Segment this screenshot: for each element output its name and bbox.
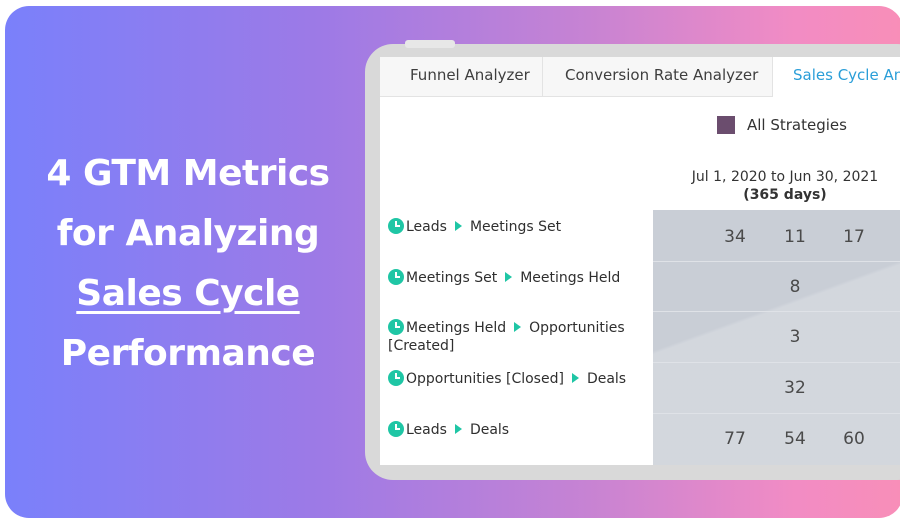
metric-value: 34 xyxy=(724,227,746,247)
arrow-right-icon xyxy=(505,272,513,282)
metric-value: 11 xyxy=(784,227,806,247)
panel-shade xyxy=(653,210,900,465)
metric-to: Opportunities xyxy=(529,320,625,336)
legend: All Strategies xyxy=(717,116,847,134)
headline-line-3: Sales Cycle xyxy=(76,273,300,314)
headline-line-4: Performance xyxy=(60,333,316,374)
tab-funnel-analyzer[interactable]: Funnel Analyzer xyxy=(380,57,543,97)
metric-from: Leads xyxy=(406,219,447,235)
row-divider xyxy=(653,261,900,262)
tab-conversion-rate-analyzer[interactable]: Conversion Rate Analyzer xyxy=(543,57,773,97)
row-divider xyxy=(653,311,900,312)
metric-value: 60 xyxy=(843,429,865,449)
tablet-frame: Funnel Analyzer Conversion Rate Analyzer… xyxy=(365,40,900,480)
arrow-right-icon xyxy=(514,322,522,332)
metric-row: Meetings Set Meetings Held xyxy=(388,269,658,287)
clock-icon xyxy=(388,319,404,335)
metric-to-continued: [Created] xyxy=(388,338,455,354)
legend-swatch xyxy=(717,116,735,134)
headline-line-2: for Analyzing xyxy=(56,213,320,254)
metric-value: 8 xyxy=(789,277,801,297)
metric-from: Meetings Held xyxy=(406,320,507,336)
metric-value: 77 xyxy=(724,429,746,449)
analyzer-tabs: Funnel Analyzer Conversion Rate Analyzer… xyxy=(380,57,900,97)
metric-value: 32 xyxy=(784,378,806,398)
arrow-right-icon xyxy=(454,221,462,231)
arrow-right-icon xyxy=(571,373,579,383)
metric-row: Leads Meetings Set xyxy=(388,218,658,236)
metric-to: Meetings Held xyxy=(520,270,621,286)
headline: 4 GTM Metrics for Analyzing Sales Cycle … xyxy=(23,144,353,384)
metric-value: 17 xyxy=(843,227,865,247)
row-divider xyxy=(653,362,900,363)
row-divider xyxy=(653,413,900,414)
tablet-notch xyxy=(405,40,455,48)
metric-row: Meetings Held Opportunities [Created] xyxy=(388,319,658,355)
clock-icon xyxy=(388,218,404,234)
metric-from: Leads xyxy=(406,422,447,438)
metric-value: 54 xyxy=(784,429,806,449)
tab-sales-cycle-analyzer[interactable]: Sales Cycle Analyzer xyxy=(773,57,900,97)
metrics-panel xyxy=(653,210,900,465)
metric-row: Opportunities [Closed] Deals xyxy=(388,370,658,388)
metric-from: Opportunities [Closed] xyxy=(406,371,564,387)
metric-value: 3 xyxy=(789,327,801,347)
headline-line-1: 4 GTM Metrics xyxy=(46,153,330,194)
metric-to: Deals xyxy=(469,422,510,438)
clock-icon xyxy=(388,370,404,386)
metric-from: Meetings Set xyxy=(406,270,498,286)
date-range: Jul 1, 2020 to Jun 30, 2021 (365 days) xyxy=(670,168,900,204)
clock-icon xyxy=(388,269,404,285)
date-range-days: (365 days) xyxy=(743,187,827,203)
legend-label: All Strategies xyxy=(747,116,847,134)
arrow-right-icon xyxy=(454,424,462,434)
metric-row: Leads Deals xyxy=(388,421,658,439)
app-screen: Funnel Analyzer Conversion Rate Analyzer… xyxy=(380,57,900,465)
date-range-dates: Jul 1, 2020 to Jun 30, 2021 xyxy=(691,169,879,185)
metric-to: Meetings Set xyxy=(469,219,562,235)
metric-to: Deals xyxy=(586,371,627,387)
clock-icon xyxy=(388,421,404,437)
